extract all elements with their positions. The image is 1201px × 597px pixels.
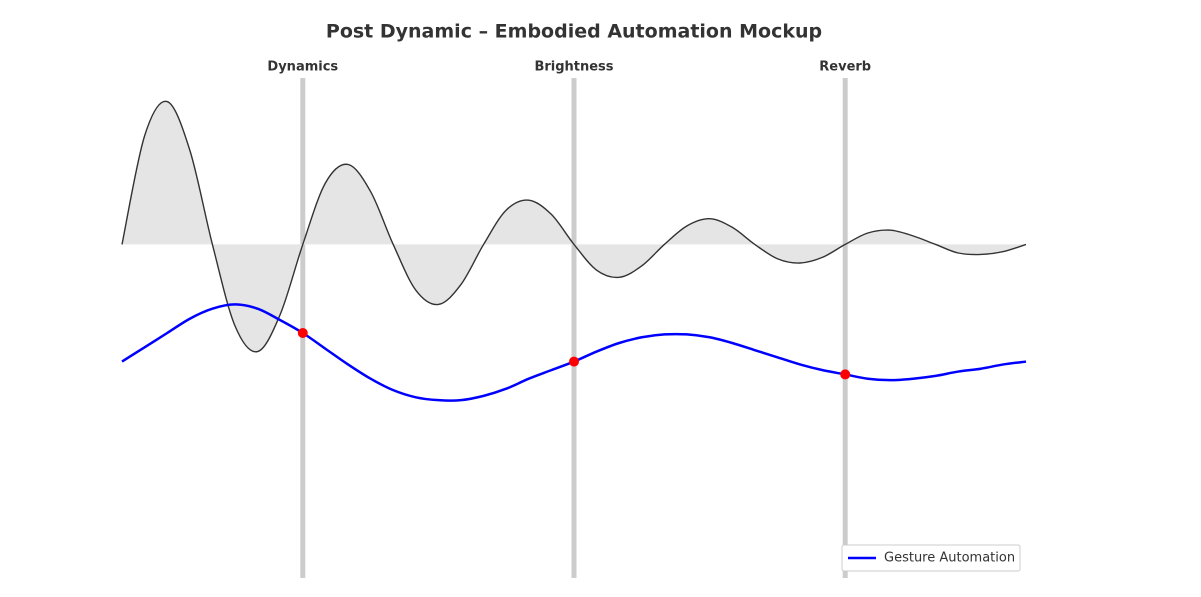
chart-title: Post Dynamic – Embodied Automation Mocku…: [326, 21, 822, 43]
legend-box: [841, 544, 1021, 572]
legend: Gesture Automation: [841, 544, 1021, 572]
marker-label: Dynamics: [267, 60, 338, 75]
marker-point: [569, 356, 579, 367]
marker-label: Reverb: [819, 60, 871, 75]
marker-point: [840, 369, 851, 380]
line: [121, 100, 1027, 353]
marker-point: [297, 328, 308, 338]
marker-label: Brightness: [534, 60, 613, 75]
legend-label: Gesture Automation: [884, 551, 1015, 566]
